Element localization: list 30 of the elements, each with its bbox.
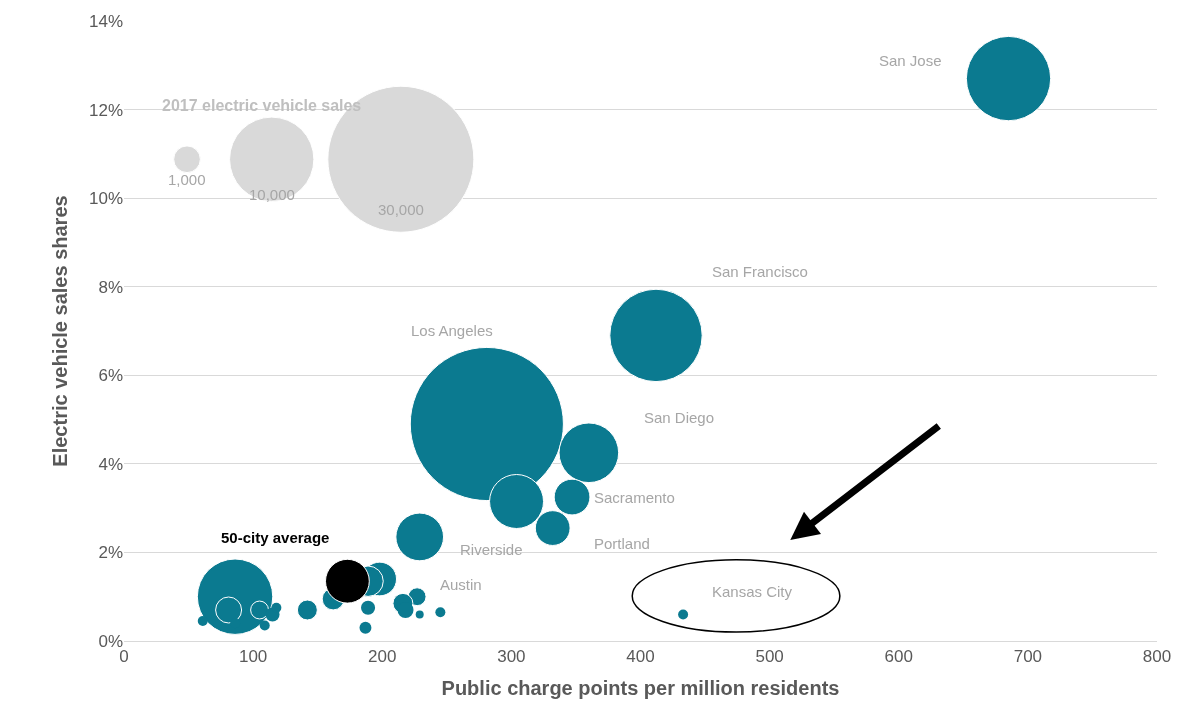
- y-axis-title: Electric vehicle sales shares: [49, 195, 72, 467]
- y-tick-label: 2%: [98, 543, 123, 563]
- y-tick-label: 10%: [88, 189, 123, 209]
- x-tick-label: 500: [755, 647, 784, 667]
- x-tick-label: 300: [497, 647, 526, 667]
- series-label: Riverside: [460, 541, 523, 558]
- legend-label: 10,000: [249, 186, 295, 203]
- series-label: Los Angeles: [411, 322, 493, 339]
- series-label: Kansas City: [712, 583, 793, 600]
- x-tick-label: 200: [368, 647, 397, 667]
- x-tick-label: 600: [884, 647, 913, 667]
- x-tick-label: 400: [626, 647, 655, 667]
- text: San Francisco: [712, 263, 808, 280]
- y-tick-label: 14%: [88, 11, 123, 31]
- x-tick-label: 100: [238, 647, 268, 667]
- legend-label: 1,000: [168, 171, 206, 188]
- y-tick-label: 4%: [98, 454, 123, 474]
- y-tick-label: 8%: [98, 277, 123, 297]
- legend-title: 2017 electric vehicle sales: [162, 97, 362, 114]
- series-label: Portland: [594, 535, 650, 552]
- x-tick-label: 800: [1142, 647, 1172, 667]
- series-label: 50-city average: [221, 529, 330, 546]
- text: San Diego: [644, 409, 715, 426]
- series-label: San Jose: [879, 52, 942, 69]
- series-label: Sacramento: [594, 489, 675, 506]
- y-tick-label: 12%: [88, 100, 123, 120]
- y-tick-label: 6%: [98, 366, 123, 386]
- x-axis-title: Public charge points per million residents: [441, 676, 840, 699]
- series-label: Austin: [440, 576, 482, 593]
- x-tick-label: 700: [1013, 647, 1043, 667]
